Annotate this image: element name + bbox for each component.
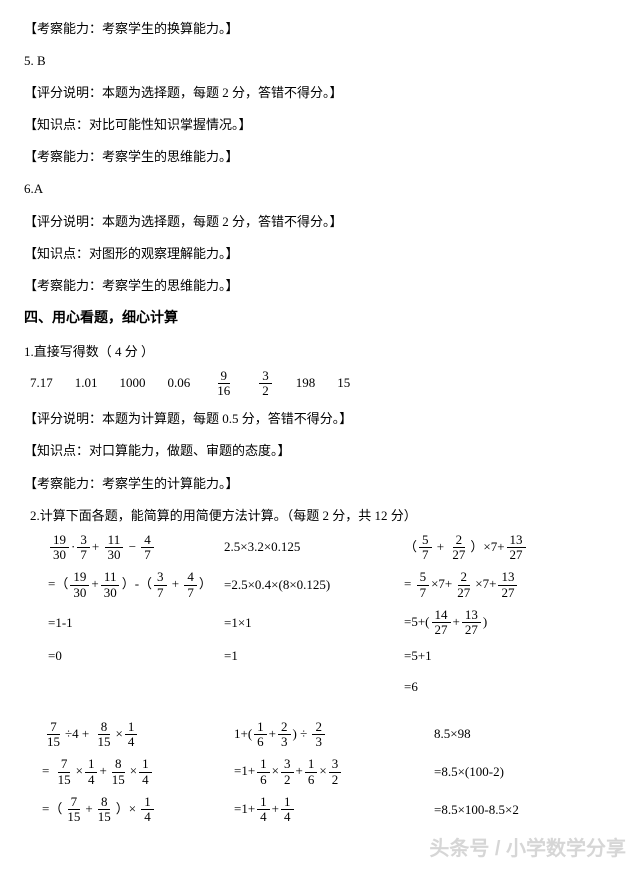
answer-value: 198 (296, 372, 316, 394)
calc-row: =6 (24, 676, 616, 698)
calc-cell: =1-1 (24, 612, 224, 634)
answer-value: 7.17 (30, 372, 53, 394)
calc-cell: =（715+815）× 14 (24, 795, 234, 825)
calc-block-1: 1930·37+ 1130 − 472.5×3.2×0.125（57 + 227… (24, 533, 616, 698)
calc-row: =（715+815）× 14=1+14+14=8.5×100-8.5×2 (24, 795, 616, 825)
section-4-title: 四、用心看题，细心计算 (24, 307, 616, 331)
answer-value: 15 (337, 372, 350, 394)
knowledge-point: 【知识点：对口算能力，做题、审题的态度。】 (24, 440, 616, 462)
scoring-note: 【评分说明：本题为计算题，每题 0.5 分，答错不得分。】 (24, 408, 616, 430)
calc-cell: =1+14+14 (234, 795, 434, 825)
calc-cell: =1+16×32+16×32 (234, 757, 434, 787)
answer-value: 0.06 (168, 372, 191, 394)
calc-cell: =5+(1427+1327) (404, 608, 584, 638)
calc-cell: =2.5×0.4×(8×0.125) (224, 574, 404, 596)
calc-cell: =0 (24, 645, 224, 667)
answer-value: 1000 (120, 372, 146, 394)
calc-cell: =1 (224, 645, 404, 667)
calc-cell: =1×1 (224, 612, 404, 634)
calc-cell: 715÷4 + 815×14 (24, 720, 234, 750)
ability-note: 【考察能力：考察学生的计算能力。】 (24, 473, 616, 495)
problem-1-title: 1.直接写得数（ 4 分 ） (24, 341, 616, 363)
answer-value: 1.01 (75, 372, 98, 394)
ability-note: 【考察能力：考察学生的思维能力。】 (24, 275, 616, 297)
ability-note: 【考察能力：考察学生的换算能力。】 (24, 18, 616, 40)
problem-1-answers: 7.17 1.01 1000 0.06 916 32 198 15 (30, 369, 616, 399)
calc-row: = 715×14+815×14=1+16×32+16×32=8.5×(100-2… (24, 757, 616, 787)
calc-cell: = 57×7+227×7+1327 (404, 570, 584, 600)
calc-cell: 8.5×98 (434, 723, 614, 745)
calc-block-2: 715÷4 + 815×141+(16+23) ÷ 238.5×98 = 715×… (24, 720, 616, 825)
calc-cell: =8.5×100-8.5×2 (434, 799, 614, 821)
calc-row: 715÷4 + 815×141+(16+23) ÷ 238.5×98 (24, 720, 616, 750)
calc-row: =（1930+1130）-（37 + 47）=2.5×0.4×(8×0.125)… (24, 570, 616, 600)
calc-cell: =5+1 (404, 645, 584, 667)
calc-cell: 1930·37+ 1130 − 47 (24, 533, 224, 563)
calc-cell: =（1930+1130）-（37 + 47） (24, 570, 224, 600)
answer-value: 916 (212, 369, 235, 399)
calc-cell: =6 (404, 676, 584, 698)
problem-2-title: 2.计算下面各题，能简算的用简便方法计算。（每题 2 分，共 12 分） (30, 505, 616, 527)
calc-cell: 2.5×3.2×0.125 (224, 536, 404, 558)
knowledge-point: 【知识点：对图形的观察理解能力。】 (24, 243, 616, 265)
knowledge-point: 【知识点：对比可能性知识掌握情况。】 (24, 114, 616, 136)
calc-cell: = 715×14+815×14 (24, 757, 234, 787)
calc-row: 1930·37+ 1130 − 472.5×3.2×0.125（57 + 227… (24, 533, 616, 563)
calc-row: =0=1=5+1 (24, 645, 616, 667)
q5-answer: 5. B (24, 50, 616, 72)
scoring-note: 【评分说明：本题为选择题，每题 2 分，答错不得分。】 (24, 211, 616, 233)
watermark: 头条号 / 小学数学分享 (429, 832, 626, 866)
calc-row: =1-1=1×1=5+(1427+1327) (24, 608, 616, 638)
calc-cell: （57 + 227）×7+1327 (404, 533, 584, 563)
scoring-note: 【评分说明：本题为选择题，每题 2 分，答错不得分。】 (24, 82, 616, 104)
calc-cell: 1+(16+23) ÷ 23 (234, 720, 434, 750)
answer-value: 32 (257, 369, 274, 399)
ability-note: 【考察能力：考察学生的思维能力。】 (24, 146, 616, 168)
calc-cell: =8.5×(100-2) (434, 761, 614, 783)
q6-answer: 6.A (24, 178, 616, 200)
